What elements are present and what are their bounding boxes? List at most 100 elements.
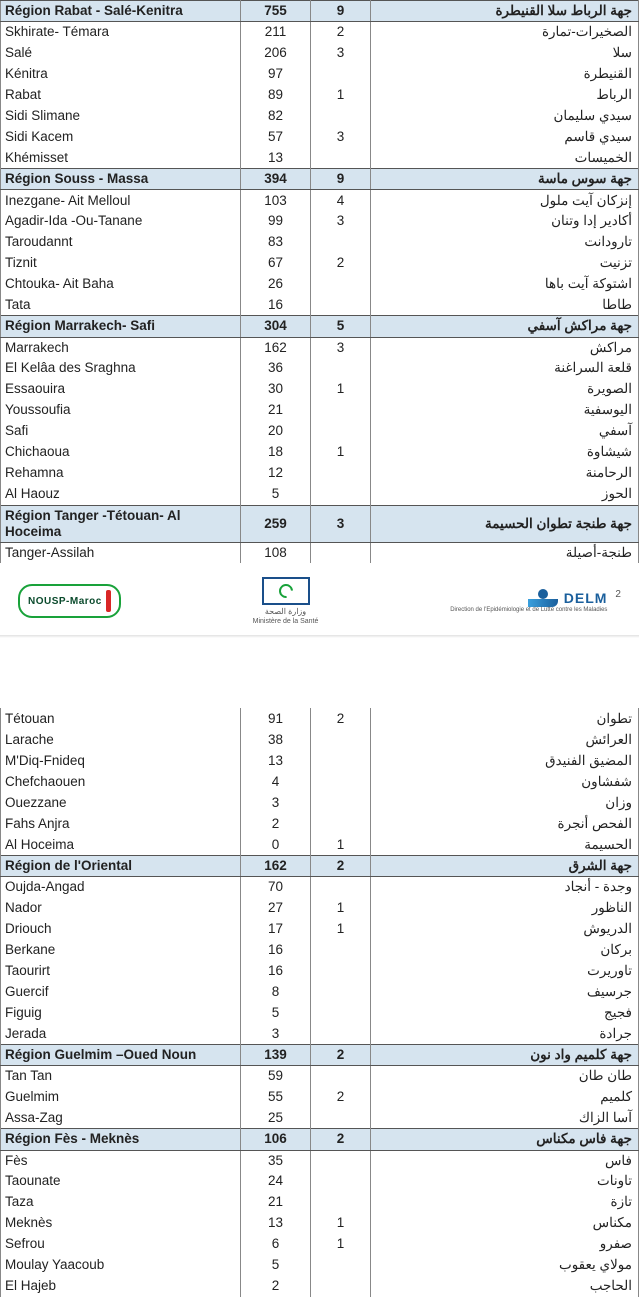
name-fr-cell: Sidi Slimane [1,106,241,127]
value1-cell: 3 [241,792,311,813]
name-ar-cell: الحاجب [371,1276,639,1297]
value2-cell: 1 [311,1213,371,1234]
city-row: Moulay Yaacoub5مولاي يعقوب [1,1255,639,1276]
city-row: Assa-Zag25آسا الزاك [1,1108,639,1129]
value2-cell [311,729,371,750]
city-row: Al Haouz5الحوز [1,484,639,505]
value1-cell: 103 [241,190,311,211]
name-fr-cell: Assa-Zag [1,1108,241,1129]
name-fr-cell: El Hajeb [1,1276,241,1297]
ministry-label-ar: وزارة الصحة [265,607,306,616]
city-row: Chtouka- Ait Baha26اشتوكة آيت باها [1,274,639,295]
name-fr-cell: Salé [1,43,241,64]
value1-cell: 3 [241,1024,311,1045]
value2-cell [311,542,371,563]
name-fr-cell: Figuig [1,1003,241,1024]
name-ar-cell: تازة [371,1192,639,1213]
name-fr-cell: Guercif [1,982,241,1003]
value2-cell: 3 [311,43,371,64]
name-fr-cell: Région Fès - Meknès [1,1129,241,1150]
name-fr-cell: Youssoufia [1,400,241,421]
city-row: Taza21تازة [1,1192,639,1213]
value1-cell: 162 [241,855,311,876]
nousp-label: NOUSP-Maroc [28,596,102,607]
city-row: Figuig5فجيج [1,1003,639,1024]
delm-logo: DELM Direction de l'Epidémiologie et de … [450,589,621,613]
city-row: Safi20آسفي [1,421,639,442]
name-fr-cell: Ouezzane [1,792,241,813]
name-ar-cell: جهة كلميم واد نون [371,1045,639,1066]
name-ar-cell: جهة الرباط سلا القنيطرة [371,1,639,22]
city-row: Sidi Kacem573سيدي قاسم [1,127,639,148]
value1-cell: 304 [241,316,311,337]
name-fr-cell: Moulay Yaacoub [1,1255,241,1276]
value1-cell: 17 [241,919,311,940]
name-fr-cell: Berkane [1,940,241,961]
value2-cell [311,877,371,898]
city-row: Berkane16بركان [1,940,639,961]
value2-cell: 9 [311,1,371,22]
region-row: Région Tanger -Tétouan- Al Hoceima2593جه… [1,505,639,542]
name-fr-cell: Sidi Kacem [1,127,241,148]
city-row: Tan Tan59طان طان [1,1066,639,1087]
name-ar-cell: الحسيمة [371,834,639,855]
name-ar-cell: آسا الزاك [371,1108,639,1129]
value2-cell: 2 [311,855,371,876]
value1-cell: 36 [241,358,311,379]
value1-cell: 5 [241,1255,311,1276]
value2-cell [311,771,371,792]
name-ar-cell: إنزكان آيت ملول [371,190,639,211]
name-ar-cell: اشتوكة آيت باها [371,274,639,295]
value2-cell: 2 [311,22,371,43]
value2-cell [311,232,371,253]
city-row: Tanger-Assilah108طنجة-أصيلة [1,542,639,563]
name-fr-cell: Taroudannt [1,232,241,253]
value2-cell [311,1171,371,1192]
value2-cell [311,1108,371,1129]
name-fr-cell: Rabat [1,85,241,106]
name-fr-cell: Essaouira [1,379,241,400]
value1-cell: 99 [241,211,311,232]
name-ar-cell: جهة طنجة تطوان الحسيمة [371,505,639,542]
city-row: Marrakech1623مراكش [1,337,639,358]
name-fr-cell: Tata [1,295,241,316]
city-row: Nador271الناظور [1,898,639,919]
name-fr-cell: Safi [1,421,241,442]
value2-cell [311,1003,371,1024]
region-row: Région Souss - Massa3949جهة سوس ماسة [1,169,639,190]
value2-cell [311,940,371,961]
name-fr-cell: Khémisset [1,148,241,169]
name-fr-cell: Marrakech [1,337,241,358]
city-row: Kénitra97القنيطرة [1,64,639,85]
delm-wing-icon [528,599,558,607]
name-ar-cell: جهة فاس مكناس [371,1129,639,1150]
region-row: Région de l'Oriental1622جهة الشرق [1,855,639,876]
city-row: Agadir-Ida -Ou-Tanane993أكادير إدا وتنان [1,211,639,232]
city-row: Taroudannt83تارودانت [1,232,639,253]
name-fr-cell: Chtouka- Ait Baha [1,274,241,295]
value1-cell: 755 [241,1,311,22]
city-row: Guercif8جرسيف [1,982,639,1003]
value2-cell: 3 [311,505,371,542]
region-row: Région Fès - Meknès1062جهة فاس مكناس [1,1129,639,1150]
city-row: Skhirate- Témara2112الصخيرات-تمارة [1,22,639,43]
region-row: Région Rabat - Salé-Kenitra7559جهة الربا… [1,1,639,22]
city-row: Meknès131مكناس [1,1213,639,1234]
city-row: Taourirt16تاوريرت [1,961,639,982]
value1-cell: 55 [241,1087,311,1108]
name-fr-cell: Al Hoceima [1,834,241,855]
value1-cell: 38 [241,729,311,750]
name-fr-cell: Meknès [1,1213,241,1234]
page-gap [0,638,639,708]
value1-cell: 30 [241,379,311,400]
value1-cell: 5 [241,484,311,505]
value2-cell: 1 [311,442,371,463]
name-fr-cell: Sefrou [1,1234,241,1255]
value2-cell: 2 [311,253,371,274]
name-fr-cell: Larache [1,729,241,750]
nousp-logo: NOUSP-Maroc [18,584,121,618]
value2-cell [311,463,371,484]
name-ar-cell: الفحص أنجرة [371,813,639,834]
ministry-label-fr: Ministère de la Santé [253,618,319,625]
city-row: Ouezzane3وزان [1,792,639,813]
